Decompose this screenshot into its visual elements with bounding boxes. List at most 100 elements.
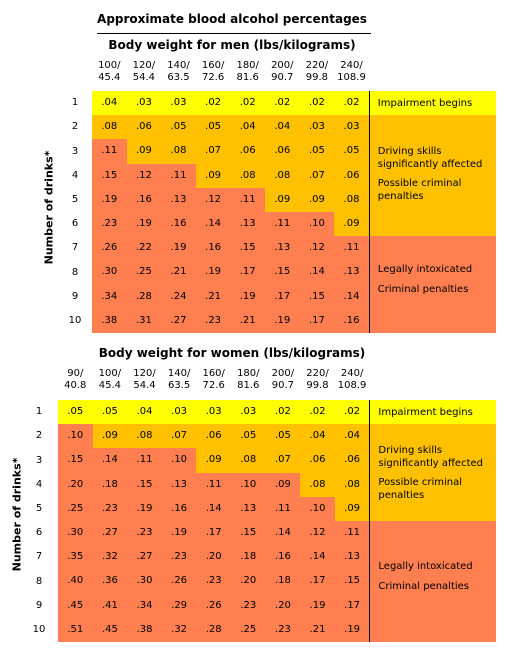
bac-cell: .13 — [230, 212, 265, 237]
bac-cell: .28 — [196, 617, 231, 642]
bac-cell: .11 — [127, 448, 162, 473]
bac-cell: .10 — [300, 496, 335, 521]
note-criminal-penalties: Criminal penalties — [378, 581, 470, 592]
bac-cell: .06 — [334, 448, 370, 473]
drink-count: 5 — [71, 193, 79, 205]
note-line: Driving skills — [378, 445, 443, 456]
bac-cell: .08 — [265, 163, 300, 188]
drink-count: 3 — [71, 145, 79, 157]
bac-cell: .15 — [127, 472, 162, 497]
weight-lbs: 120/ — [133, 368, 156, 379]
drink-count: 6 — [35, 527, 43, 539]
bac-cell: .23 — [231, 593, 266, 618]
bac-cell: .02 — [230, 91, 265, 116]
bac-cell: .34 — [92, 284, 127, 309]
bac-cell: .20 — [231, 569, 266, 594]
bac-cell: .38 — [92, 308, 127, 333]
bac-cell: .15 — [334, 569, 370, 594]
men-ylabel: Number of drinks* — [42, 150, 56, 265]
bac-cell: .26 — [161, 569, 197, 594]
bac-cell: .02 — [334, 91, 369, 116]
bac-cell: .16 — [161, 496, 197, 521]
bac-cell: .02 — [195, 91, 231, 116]
drink-count: 4 — [35, 478, 43, 490]
bac-cell: .19 — [230, 284, 265, 309]
weight-header: 180/81.6 — [229, 60, 267, 84]
note-driving: Driving skills significantly affected — [378, 145, 483, 171]
weight-lbs: 180/ — [236, 60, 259, 71]
bac-cell: .40 — [58, 569, 93, 594]
bac-cell: .03 — [126, 91, 162, 116]
bac-cell: .07 — [265, 448, 301, 473]
bac-cell: .03 — [161, 400, 197, 425]
bac-cell: .06 — [334, 163, 369, 188]
bac-cell: .11 — [92, 139, 127, 164]
bac-cell: .20 — [58, 472, 93, 497]
bac-cell: .11 — [265, 496, 301, 521]
bac-cell: .17 — [230, 260, 265, 285]
bac-cell: .25 — [58, 496, 93, 521]
bac-cell: .08 — [127, 424, 162, 449]
bac-cell: .15 — [265, 260, 300, 285]
note-legally-intoxicated: Legally intoxicated — [377, 264, 473, 275]
bac-cell: .03 — [231, 400, 266, 425]
bac-cell: .12 — [126, 163, 162, 188]
bac-cell: .09 — [265, 187, 300, 212]
bac-cell: .27 — [127, 545, 162, 570]
bac-cell: .24 — [161, 284, 196, 309]
bac-cell: .08 — [161, 139, 196, 164]
note-impairment: Impairment begins — [377, 98, 473, 110]
bac-cell: .19 — [300, 593, 335, 618]
weight-header: 100/45.4 — [91, 368, 129, 392]
bac-cell: .36 — [92, 569, 128, 594]
bac-cell: .19 — [195, 260, 231, 285]
weight-kg: 45.4 — [98, 380, 122, 391]
bac-cell: .09 — [196, 448, 231, 473]
bac-cell: .31 — [126, 308, 162, 333]
note-line: Possible criminal — [377, 178, 462, 189]
bac-cell: .05 — [265, 424, 301, 449]
weight-kg: 99.8 — [305, 72, 329, 83]
weight-lbs: 240/ — [340, 368, 364, 379]
bac-cell: .09 — [334, 212, 369, 237]
bac-cell: .27 — [92, 521, 128, 546]
bac-cell: .21 — [195, 284, 231, 309]
bac-cell: .07 — [195, 139, 231, 164]
bac-cell: .14 — [300, 545, 335, 570]
bac-cell: .06 — [230, 139, 265, 164]
weight-kg: 108.9 — [337, 380, 367, 391]
bac-cell: .16 — [265, 545, 301, 570]
bac-cell: .18 — [231, 545, 266, 570]
bac-cell: .11 — [230, 187, 265, 212]
drink-count: 2 — [35, 430, 43, 442]
bac-cell: .30 — [92, 260, 127, 285]
weight-lbs: 220/ — [305, 60, 329, 71]
bac-cell: .45 — [58, 593, 93, 618]
bac-cell: .19 — [127, 496, 162, 521]
weight-kg: 63.5 — [167, 72, 190, 83]
note-band — [368, 91, 496, 116]
weight-lbs: 140/ — [167, 60, 190, 71]
weight-header: 200/90.7 — [263, 60, 301, 84]
bac-cell: .05 — [231, 424, 266, 449]
weight-header: 220/99.8 — [299, 368, 337, 392]
bac-cell: .14 — [265, 521, 301, 546]
weight-header: 90/40.8 — [56, 368, 94, 392]
weight-kg: 90.7 — [271, 380, 295, 391]
bac-cell: .13 — [334, 260, 369, 285]
bac-cell: .08 — [334, 187, 369, 212]
bac-cell: .13 — [231, 496, 266, 521]
bac-cell: .26 — [92, 236, 127, 261]
bac-cell: .15 — [299, 284, 335, 309]
weight-lbs: 100/ — [98, 368, 122, 379]
bac-cell: .32 — [92, 545, 128, 570]
note-criminal-penalties: Criminal penalties — [377, 284, 469, 295]
note-band — [369, 400, 496, 425]
bac-cell: .17 — [334, 593, 370, 618]
bac-cell: .16 — [334, 308, 369, 333]
bac-cell: .14 — [92, 448, 128, 473]
bac-cell: .06 — [196, 424, 231, 449]
bac-cell: .18 — [265, 569, 301, 594]
drink-count: 8 — [35, 575, 43, 587]
bac-cell: .04 — [230, 115, 265, 140]
